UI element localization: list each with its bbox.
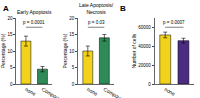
svg-text:none: none <box>86 86 99 97</box>
svg-text:Late Apoptosis/Necrosis: Late Apoptosis/Necrosis <box>79 2 114 15</box>
svg-text:none: none <box>24 86 37 97</box>
svg-text:20000: 20000 <box>138 63 151 68</box>
svg-text:40000: 40000 <box>138 44 151 49</box>
svg-text:20: 20 <box>7 16 13 21</box>
svg-text:0: 0 <box>10 82 13 87</box>
svg-text:15: 15 <box>7 32 13 37</box>
svg-text:60000: 60000 <box>138 25 151 30</box>
svg-text:10: 10 <box>69 49 75 54</box>
svg-text:p = 0.0007: p = 0.0007 <box>163 20 185 25</box>
svg-text:Compound: Compound <box>103 86 127 98</box>
svg-text:p = 0.0001: p = 0.0001 <box>23 20 45 25</box>
svg-text:15: 15 <box>69 32 75 37</box>
svg-text:Percentage (%): Percentage (%) <box>0 33 6 68</box>
svg-text:B: B <box>120 4 126 13</box>
svg-text:Early Apoptosis: Early Apoptosis <box>17 9 52 15</box>
svg-text:0: 0 <box>148 82 151 87</box>
svg-text:Percentage (%): Percentage (%) <box>62 33 68 68</box>
svg-text:0: 0 <box>72 82 75 87</box>
svg-text:10: 10 <box>7 49 13 54</box>
svg-text:A: A <box>3 4 9 13</box>
svg-text:Compound: Compound <box>41 86 65 98</box>
svg-text:5: 5 <box>72 65 75 70</box>
svg-text:Number of cells: Number of cells <box>131 33 137 68</box>
svg-text:p = 0.03: p = 0.03 <box>88 20 105 25</box>
svg-text:5: 5 <box>10 65 13 70</box>
svg-text:20: 20 <box>69 16 75 21</box>
svg-text:none: none <box>163 86 176 97</box>
